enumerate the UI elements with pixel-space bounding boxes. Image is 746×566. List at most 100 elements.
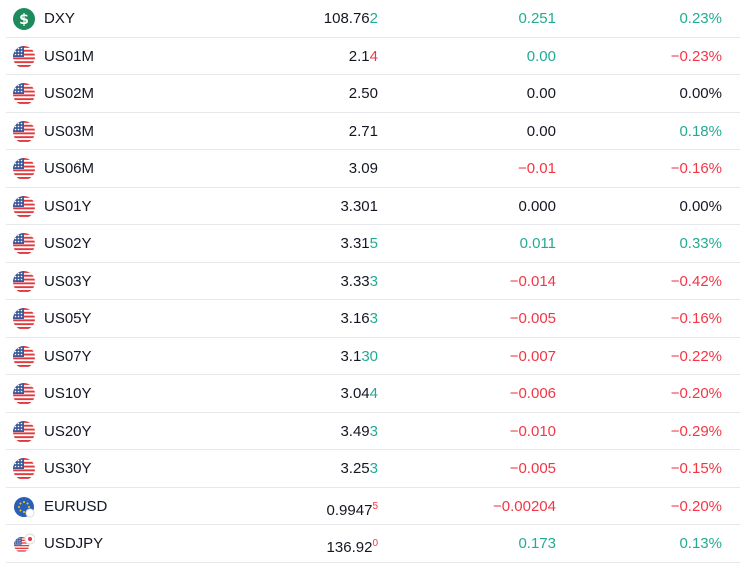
price-tail: 30 xyxy=(361,347,378,365)
change: 0.000 xyxy=(518,197,556,215)
change: −0.006 xyxy=(509,385,556,402)
change-percent: 0.23% xyxy=(679,10,722,27)
change: −0.007 xyxy=(509,347,556,365)
symbol: US05Y xyxy=(44,310,92,327)
change: −0.01 xyxy=(518,160,556,177)
price: 0.99475 xyxy=(327,488,378,529)
row-separator xyxy=(6,449,740,450)
symbol-icon xyxy=(13,158,35,180)
symbol-icon xyxy=(13,45,35,68)
price-main: 0.9947 xyxy=(326,501,373,519)
change: 0.00 xyxy=(526,47,556,65)
price-main: 3.1 xyxy=(340,347,362,365)
watchlist-row[interactable]: US06M 3.09 −0.01 −0.16% xyxy=(0,150,746,188)
row-separator xyxy=(6,374,740,375)
price-main: 3.49 xyxy=(340,422,370,440)
watchlist-row[interactable]: US05Y 3.163 −0.005 −0.16% xyxy=(0,300,746,338)
watchlist-row[interactable]: US02M 2.50 0.00 0.00% xyxy=(0,75,746,113)
change: −0.014 xyxy=(509,272,556,290)
watchlist-row[interactable]: US02Y 3.315 0.011 0.33% xyxy=(0,225,746,263)
price: 3.130 xyxy=(340,338,378,375)
price-main: 3.09 xyxy=(348,160,378,177)
change-percent: −0.23% xyxy=(670,47,722,65)
symbol: US03Y xyxy=(44,272,92,290)
watchlist-row[interactable]: US10Y 3.044 −0.006 −0.20% xyxy=(0,375,746,413)
symbol: US30Y xyxy=(44,460,92,477)
symbol-icon xyxy=(13,120,35,143)
row-separator xyxy=(6,336,740,338)
price: 2.14 xyxy=(349,38,378,75)
price-tail: 5 xyxy=(372,500,378,512)
change-percent: 0.18% xyxy=(679,122,722,140)
symbol-icon xyxy=(13,83,35,105)
watchlist-row[interactable]: $ DXY 108.762 0.251 0.23% xyxy=(0,0,746,38)
change: −0.005 xyxy=(509,460,556,477)
price: 3.301 xyxy=(340,188,378,225)
symbol-icon xyxy=(13,383,35,405)
watchlist-row[interactable]: USDJPY 136.920 0.173 0.13% xyxy=(0,525,746,563)
change-percent: −0.29% xyxy=(670,422,722,440)
price-main: 2.71 xyxy=(348,122,378,140)
row-separator xyxy=(6,111,740,113)
symbol: US07Y xyxy=(44,347,92,365)
watchlist-row[interactable]: US07Y 3.130 −0.007 −0.22% xyxy=(0,338,746,375)
watchlist-row[interactable]: US01Y 3.301 0.000 0.00% xyxy=(0,188,746,225)
row-separator xyxy=(6,36,740,38)
price-main: 3.31 xyxy=(340,235,370,252)
watchlist-row[interactable]: US03M 2.71 0.00 0.18% xyxy=(0,113,746,150)
price: 3.163 xyxy=(340,300,378,337)
price-main: 136.92 xyxy=(326,539,373,556)
change: 0.00 xyxy=(526,122,556,140)
change-percent: −0.22% xyxy=(670,347,722,365)
symbol: USDJPY xyxy=(44,535,104,552)
change-percent: 0.00% xyxy=(679,85,722,102)
watchlist-row[interactable]: US01M 2.14 0.00 −0.23% xyxy=(0,38,746,75)
watchlist-row[interactable]: US03Y 3.333 −0.014 −0.42% xyxy=(0,263,746,300)
price-tail: 3 xyxy=(369,272,378,290)
change: −0.00204 xyxy=(493,497,556,515)
price-main: 2.50 xyxy=(348,85,378,102)
row-separator xyxy=(6,74,740,75)
symbol: US03M xyxy=(44,122,95,140)
change-percent: −0.15% xyxy=(670,460,722,477)
price-tail: 4 xyxy=(369,47,378,65)
symbol: US06M xyxy=(44,160,95,177)
price-main: 3.33 xyxy=(340,272,370,290)
price: 2.71 xyxy=(349,113,378,150)
price-main: 108.76 xyxy=(323,10,370,27)
price: 3.253 xyxy=(340,450,378,487)
symbol-icon xyxy=(13,270,35,293)
price-main: 3.04 xyxy=(340,385,370,402)
row-separator xyxy=(6,261,740,263)
change-percent: 0.33% xyxy=(679,235,722,252)
change-percent: −0.16% xyxy=(670,310,722,327)
symbol: US01Y xyxy=(44,197,92,215)
price: 3.044 xyxy=(340,375,378,412)
price-tail: 3 xyxy=(369,422,378,440)
change-percent: −0.42% xyxy=(670,272,722,290)
symbol: US02M xyxy=(44,85,95,102)
price: 3.09 xyxy=(349,150,378,187)
svg-text:$: $ xyxy=(19,12,29,28)
row-separator xyxy=(6,411,740,413)
symbol: US10Y xyxy=(44,385,92,402)
symbol-icon xyxy=(13,420,35,443)
price: 108.762 xyxy=(324,0,378,37)
price-tail: 4 xyxy=(369,385,378,402)
watchlist-row[interactable]: EURUSD 0.99475 −0.00204 −0.20% xyxy=(0,488,746,529)
symbol-icon xyxy=(13,308,35,330)
change-percent: 0.00% xyxy=(679,197,722,215)
symbol-icon xyxy=(14,496,35,517)
price-tail: 3 xyxy=(369,310,378,327)
row-separator xyxy=(6,524,740,525)
change: −0.005 xyxy=(509,310,556,327)
watchlist-row[interactable]: US30Y 3.253 −0.005 −0.15% xyxy=(0,450,746,488)
price: 3.333 xyxy=(340,263,378,300)
row-separator xyxy=(6,224,740,225)
change-percent: −0.20% xyxy=(670,385,722,402)
symbol-icon xyxy=(13,195,35,218)
change: 0.251 xyxy=(518,10,556,27)
price-main: 2.1 xyxy=(348,47,370,65)
watchlist-row[interactable]: US20Y 3.493 −0.010 −0.29% xyxy=(0,413,746,450)
symbol: US01M xyxy=(44,47,95,65)
